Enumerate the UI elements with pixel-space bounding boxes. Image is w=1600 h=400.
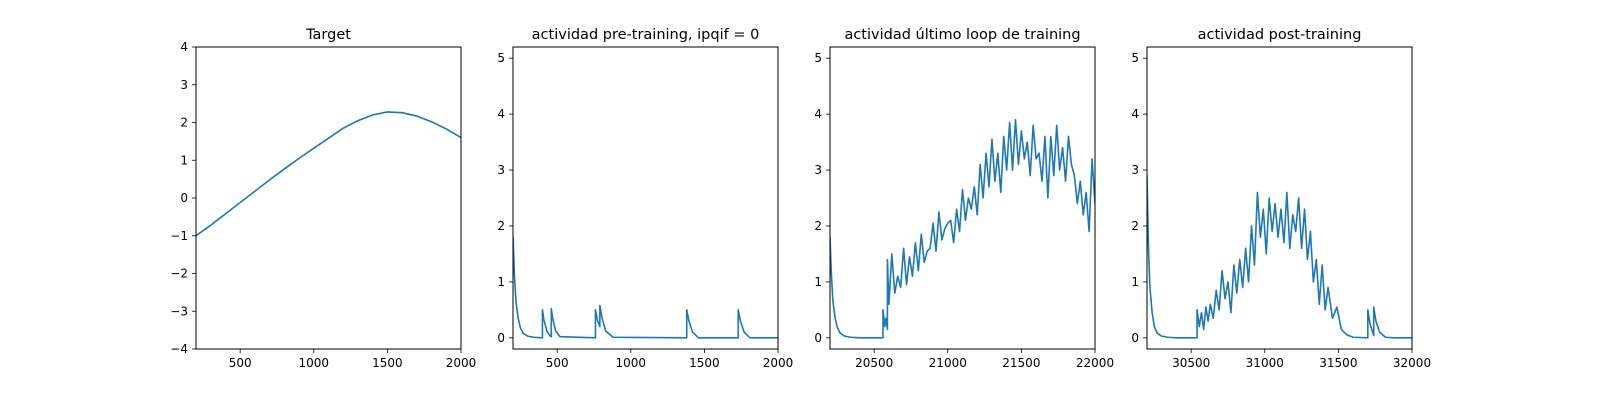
subplot-title: Target (305, 27, 351, 43)
x-tick-label: 500 (229, 356, 252, 370)
y-tick-label: 5 (497, 51, 505, 65)
y-tick-label: 1 (497, 275, 505, 289)
x-tick-label: 20500 (855, 356, 893, 370)
axes-frame (512, 46, 779, 350)
y-tick-label: 3 (814, 163, 822, 177)
x-tick-label: 500 (546, 356, 569, 370)
x-tick-label: 32000 (1393, 356, 1431, 370)
y-tick-label: 2 (814, 219, 822, 233)
x-tick-label: 22000 (1076, 356, 1114, 370)
y-tick-label: 2 (180, 116, 188, 130)
y-tick-label: −2 (170, 267, 188, 281)
subplot-3: 20500 21000 21500 22000 0 1 2 3 4 5 actividad últi… (814, 27, 1114, 370)
y-tick-label: 3 (180, 78, 188, 92)
x-tick-label: 2000 (446, 356, 477, 370)
series-line-1 (830, 118, 1095, 339)
y-tick-label: 0 (1131, 331, 1139, 345)
x-tick-label: 1000 (299, 356, 330, 370)
x-tick-label: 31500 (1319, 356, 1357, 370)
y-tick-label: 4 (180, 40, 188, 54)
x-tick-label: 2000 (763, 356, 794, 370)
x-tick-label: 21000 (929, 356, 967, 370)
y-tick-label: 5 (1131, 51, 1139, 65)
y-tick-label: 1 (814, 275, 822, 289)
axes-frame (829, 46, 1096, 350)
x-tick-label: 1000 (616, 356, 647, 370)
x-tick-label: 21500 (1002, 356, 1040, 370)
series-line-1 (1147, 174, 1412, 339)
x-tick-label: 31000 (1246, 356, 1284, 370)
subplot-2: 500 1000 1500 2000 0 1 2 3 4 5 actividad pre-train… (497, 27, 793, 370)
y-tick-label: 3 (1131, 163, 1139, 177)
x-tick-label: 1500 (689, 356, 720, 370)
y-tick-label: 5 (814, 51, 822, 65)
y-tick-label: 3 (497, 163, 505, 177)
y-tick-label: 1 (1131, 275, 1139, 289)
y-tick-label: 0 (497, 331, 505, 345)
y-tick-label: 1 (180, 153, 188, 167)
subplot-4: 30500 31000 31500 32000 0 1 2 3 4 5 actividad post… (1131, 27, 1431, 370)
y-tick-label: −3 (170, 304, 188, 318)
y-tick-label: 0 (814, 331, 822, 345)
subplot-title: actividad post-training (1198, 27, 1362, 43)
subplot-title: actividad último loop de training (844, 27, 1080, 43)
y-tick-label: −1 (170, 229, 188, 243)
y-tick-label: 4 (1131, 107, 1139, 121)
series-line-1 (513, 236, 778, 339)
subplot-title: actividad pre-training, ipqif = 0 (532, 27, 760, 43)
y-tick-label: 0 (180, 191, 188, 205)
subplot-1: 500 1000 1500 2000 −4 −3 −2 −1 0 1 2 3 4 Target (170, 27, 476, 370)
y-tick-label: 4 (814, 107, 822, 121)
series-line-1 (196, 111, 461, 237)
y-tick-label: 4 (497, 107, 505, 121)
axes-frame (1146, 46, 1413, 350)
y-tick-label: 2 (1131, 219, 1139, 233)
y-tick-label: −4 (170, 342, 188, 356)
x-tick-label: 1500 (372, 356, 403, 370)
y-tick-label: 2 (497, 219, 505, 233)
x-tick-label: 30500 (1172, 356, 1210, 370)
